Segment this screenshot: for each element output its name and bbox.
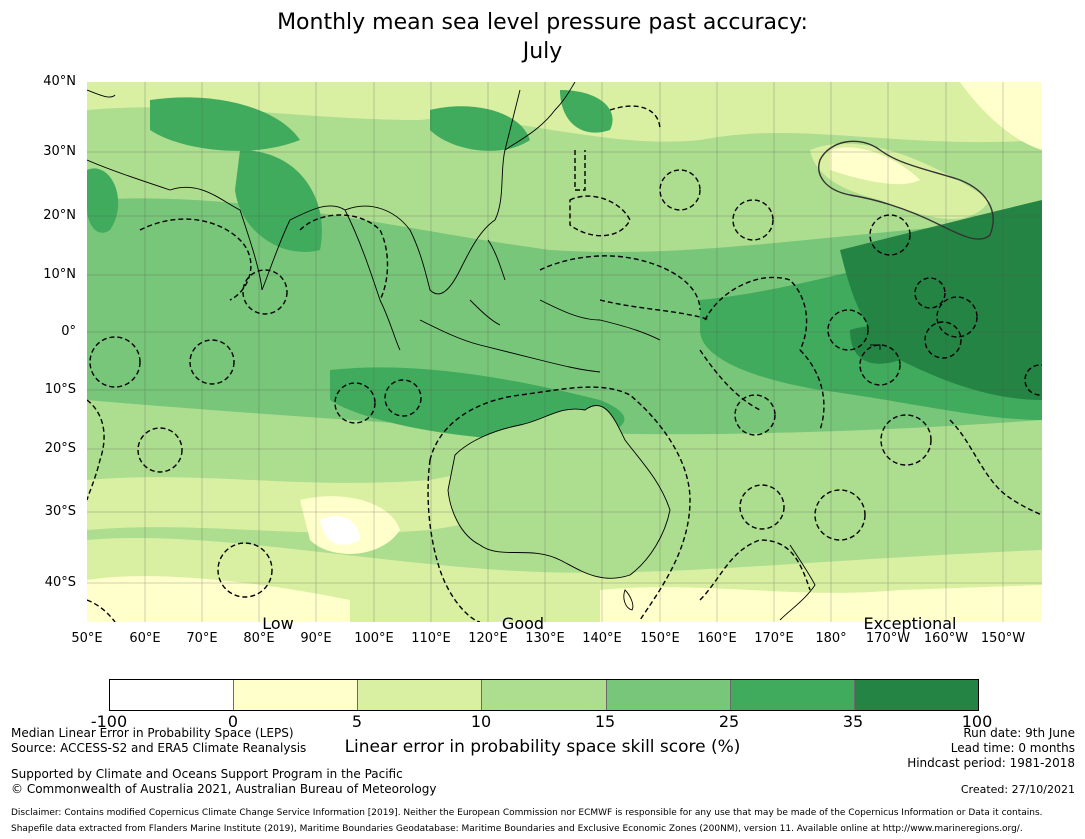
colorbar-segment bbox=[234, 680, 359, 710]
lat-tick-label: 20°S bbox=[44, 441, 76, 456]
disclaimer-text: Disclaimer: Contains modified Copernicus… bbox=[11, 808, 1043, 818]
colorbar-segment bbox=[482, 680, 607, 710]
colorbar-segment bbox=[854, 680, 978, 710]
colorbar-tick: 15 bbox=[594, 712, 616, 731]
lon-tick-label: 100°E bbox=[354, 631, 394, 646]
graticule bbox=[87, 82, 1042, 622]
lat-tick-label: 40°S bbox=[44, 575, 76, 590]
colorbar-tick: 10 bbox=[470, 712, 492, 731]
lon-tick-label: 160°E bbox=[697, 631, 737, 646]
created-text: Created: 27/10/2021 bbox=[960, 783, 1075, 796]
category-good-label: Good bbox=[501, 614, 545, 633]
lon-tick-label: 150°W bbox=[980, 631, 1026, 646]
lon-tick-label: 170°W bbox=[865, 631, 911, 646]
lon-tick-label: 160°W bbox=[923, 631, 969, 646]
copyright-text: © Commonwealth of Australia 2021, Austra… bbox=[11, 782, 437, 796]
colorbar bbox=[109, 679, 979, 711]
lon-tick-label: 70°E bbox=[186, 631, 218, 646]
title-line2: July bbox=[522, 39, 563, 64]
lon-tick-label: 80°E bbox=[243, 631, 275, 646]
eez-boundaries bbox=[87, 105, 1042, 622]
lat-tick-label: 40°N bbox=[43, 74, 76, 89]
run-date-text: Run date: 9th June bbox=[963, 726, 1075, 740]
metric-text: Median Linear Error in Probability Space… bbox=[11, 726, 294, 740]
hindcast-text: Hindcast period: 1981-2018 bbox=[907, 756, 1075, 770]
lon-tick-label: 50°E bbox=[71, 631, 103, 646]
lead-time-text: Lead time: 0 months bbox=[950, 741, 1075, 755]
lon-tick-label: 60°E bbox=[129, 631, 161, 646]
colorbar-tick: 0 bbox=[227, 712, 239, 731]
support-text: Supported by Climate and Oceans Support … bbox=[11, 767, 403, 781]
lon-tick-label: 130°E bbox=[525, 631, 565, 646]
title-line1: Monthly mean sea level pressure past acc… bbox=[277, 10, 808, 35]
chart-title: Monthly mean sea level pressure past acc… bbox=[0, 8, 1085, 66]
lat-tick-label: 30°N bbox=[43, 144, 76, 159]
source-text: Source: ACCESS-S2 and ERA5 Climate Reana… bbox=[11, 741, 307, 755]
colorbar-segment bbox=[730, 680, 855, 710]
lon-tick-label: 120°E bbox=[468, 631, 508, 646]
lon-tick-label: 180° bbox=[815, 631, 847, 646]
category-low-label: Low bbox=[262, 614, 294, 633]
colorbar-tick: 35 bbox=[842, 712, 864, 731]
lat-tick-label: 0° bbox=[61, 324, 76, 339]
lon-tick-label: 90°E bbox=[300, 631, 332, 646]
colorbar-segment bbox=[606, 680, 731, 710]
colorbar-tick: -100 bbox=[90, 712, 128, 731]
lon-tick-label: 170°E bbox=[754, 631, 794, 646]
skill-map bbox=[87, 82, 1042, 622]
coastlines bbox=[87, 82, 881, 621]
skill-field bbox=[87, 82, 1042, 622]
lon-tick-label: 140°E bbox=[582, 631, 622, 646]
lon-tick-label: 150°E bbox=[640, 631, 680, 646]
lon-tick-label: 110°E bbox=[411, 631, 451, 646]
colorbar-tick: 25 bbox=[718, 712, 740, 731]
lat-tick-label: 10°N bbox=[43, 267, 76, 282]
lat-tick-label: 10°S bbox=[44, 382, 76, 397]
colorbar-tick: 5 bbox=[351, 712, 363, 731]
colorbar-segment bbox=[110, 680, 235, 710]
colorbar-label: Linear error in probability space skill … bbox=[344, 737, 741, 757]
shapefile-credit-text: Shapefile data extracted from Flanders M… bbox=[11, 824, 1023, 834]
colorbar-tick: 100 bbox=[961, 712, 993, 731]
lat-tick-label: 20°N bbox=[43, 208, 76, 223]
hawaii-eez-outline bbox=[818, 140, 994, 240]
category-exceptional-label: Exceptional bbox=[863, 614, 957, 633]
lat-tick-label: 30°S bbox=[44, 504, 76, 519]
colorbar-segment bbox=[358, 680, 483, 710]
